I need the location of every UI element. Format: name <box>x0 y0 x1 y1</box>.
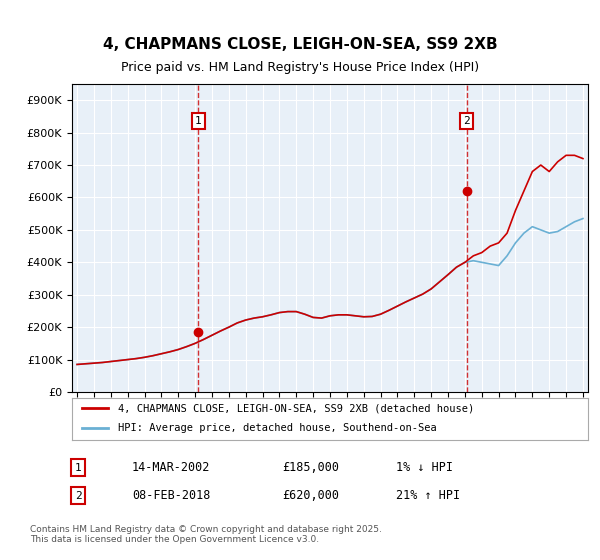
Text: £620,000: £620,000 <box>282 489 339 502</box>
Text: 2: 2 <box>74 491 82 501</box>
Text: Contains HM Land Registry data © Crown copyright and database right 2025.
This d: Contains HM Land Registry data © Crown c… <box>30 525 382 544</box>
Text: 1% ↓ HPI: 1% ↓ HPI <box>396 461 453 474</box>
Text: 14-MAR-2002: 14-MAR-2002 <box>132 461 211 474</box>
Text: 1: 1 <box>74 463 82 473</box>
Text: HPI: Average price, detached house, Southend-on-Sea: HPI: Average price, detached house, Sout… <box>118 423 437 433</box>
Text: 2: 2 <box>463 116 470 126</box>
Text: Price paid vs. HM Land Registry's House Price Index (HPI): Price paid vs. HM Land Registry's House … <box>121 60 479 74</box>
Text: 08-FEB-2018: 08-FEB-2018 <box>132 489 211 502</box>
Text: 21% ↑ HPI: 21% ↑ HPI <box>396 489 460 502</box>
Text: £185,000: £185,000 <box>282 461 339 474</box>
Text: 4, CHAPMANS CLOSE, LEIGH-ON-SEA, SS9 2XB: 4, CHAPMANS CLOSE, LEIGH-ON-SEA, SS9 2XB <box>103 38 497 52</box>
Text: 1: 1 <box>195 116 202 126</box>
Text: 4, CHAPMANS CLOSE, LEIGH-ON-SEA, SS9 2XB (detached house): 4, CHAPMANS CLOSE, LEIGH-ON-SEA, SS9 2XB… <box>118 403 475 413</box>
